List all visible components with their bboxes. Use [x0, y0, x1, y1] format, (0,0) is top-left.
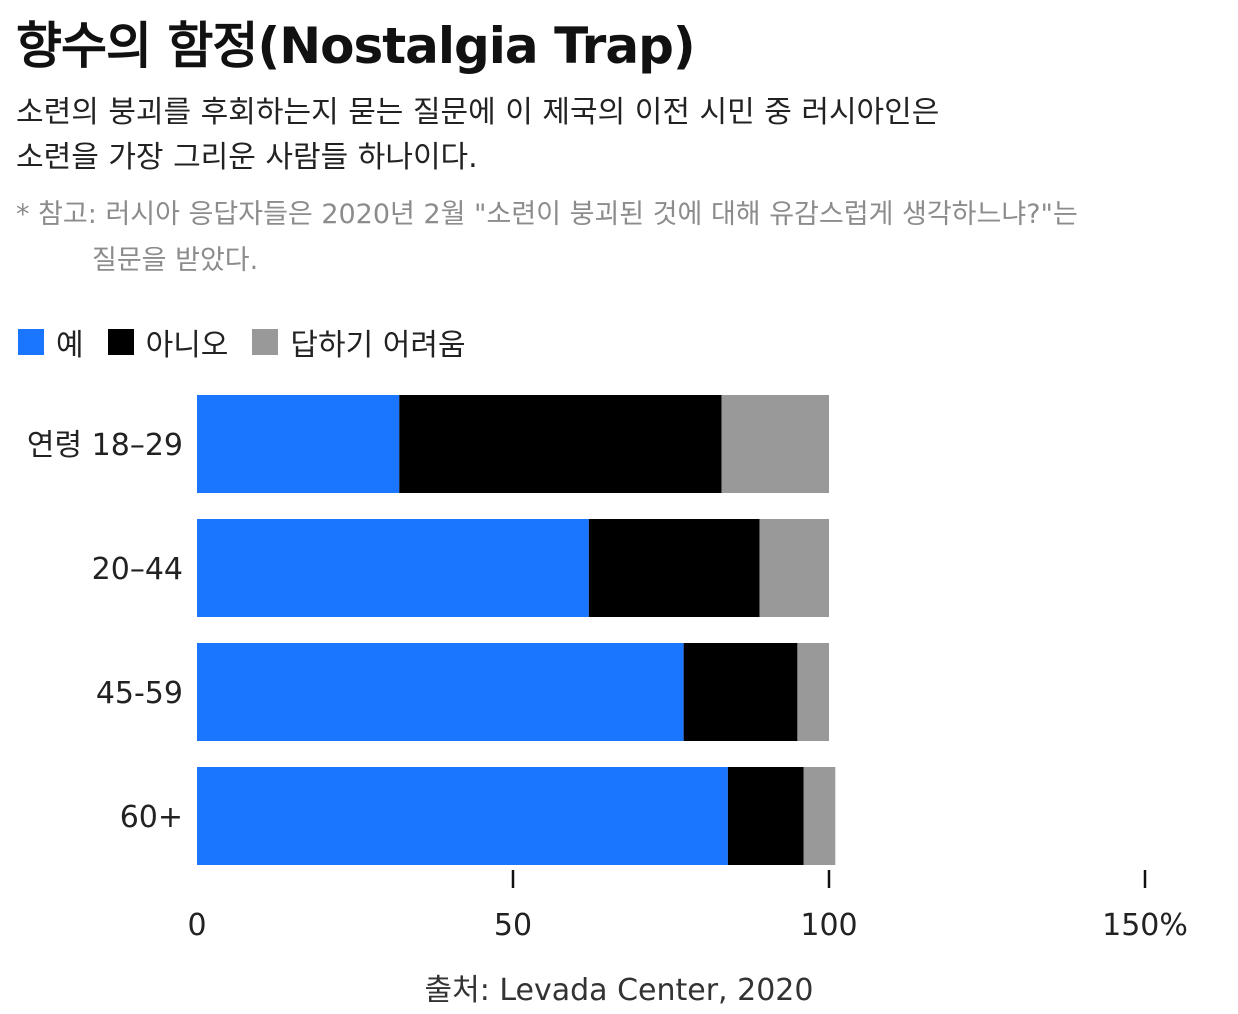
legend-label-hard-to-say: 답하기 어려움 [290, 328, 466, 363]
legend-item-yes: 예 [18, 320, 84, 364]
category-label: 20–44 [92, 552, 183, 587]
bar-segment-hard-to-say [803, 767, 836, 865]
stacked-bar-chart: 연령 18–29 20–44 45-59 60+ 0 50 100 150% [27, 395, 1188, 943]
bar-segment-no [683, 643, 798, 741]
category-label: 45-59 [96, 676, 183, 711]
subtitle-line-1: 소련의 붕괴를 후회하는지 묻는 질문에 이 제국의 이전 시민 중 러시아인은 [16, 95, 940, 130]
bar-segment-yes [197, 395, 400, 493]
bar-segment-hard-to-say [759, 519, 829, 617]
subtitle-line-2: 소련을 가장 그리운 사람들 하나이다. [16, 140, 478, 175]
bar-segment-yes [197, 519, 589, 617]
legend-item-no: 아니오 [107, 320, 229, 364]
bar-segment-no [727, 767, 804, 865]
x-axis-tick-label: 0 [187, 908, 206, 943]
legend-swatch-no [107, 329, 134, 355]
category-label: 연령 18–29 [27, 428, 183, 463]
chart-subtitle: 소련의 붕괴를 후회하는지 묻는 질문에 이 제국의 이전 시민 중 러시아인은… [16, 90, 1166, 180]
bar-segment-no [399, 395, 722, 493]
legend-item-hard-to-say: 답하기 어려움 [252, 320, 466, 364]
chart-legend: 예 아니오 답하기 어려움 [18, 320, 490, 364]
bar-segment-yes [197, 643, 684, 741]
chart-note: * 참고: 러시아 응답자들은 2020년 2월 "소련이 붕괴된 것에 대해 … [16, 192, 1231, 284]
bar-segment-hard-to-say [797, 643, 829, 741]
chart-source: 출처: Levada Center, 2020 [424, 973, 814, 1008]
x-axis-tick-label: 150% [1102, 908, 1188, 943]
legend-label-yes: 예 [56, 328, 84, 363]
bar-segment-no [588, 519, 760, 617]
note-line-2: 질문을 받았다. [92, 245, 259, 276]
note-line-1: * 참고: 러시아 응답자들은 2020년 2월 "소련이 붕괴된 것에 대해 … [16, 199, 1078, 230]
bar-segment-hard-to-say [721, 395, 829, 493]
bar-segment-yes [197, 767, 728, 865]
legend-label-no: 아니오 [145, 328, 229, 363]
category-label: 60+ [120, 800, 183, 835]
legend-swatch-yes [18, 329, 44, 355]
x-axis-tick-label: 50 [494, 908, 532, 943]
x-axis-tick-label: 100 [800, 908, 857, 943]
chart-title: 향수의 함정(Nostalgia Trap) [16, 17, 696, 75]
legend-swatch-hard-to-say [252, 329, 279, 355]
